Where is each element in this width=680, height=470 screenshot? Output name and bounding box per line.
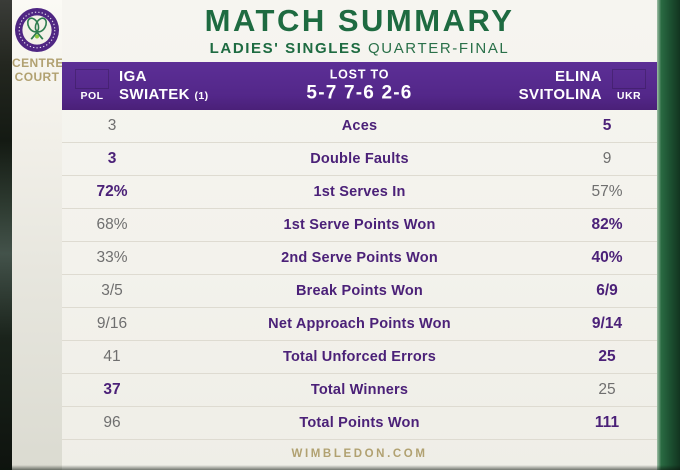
result-label: LOST TO <box>329 67 390 82</box>
event-label: LADIES' SINGLES <box>209 39 363 57</box>
venue-line2: COURT <box>14 70 60 85</box>
stat-value-left: 3/5 <box>101 281 123 299</box>
stat-label: Net Approach Points Won <box>268 315 451 332</box>
stat-value-right: 6/9 <box>596 281 618 299</box>
poland-flag-icon <box>75 69 109 90</box>
stat-value-right: 40% <box>591 248 623 266</box>
match-summary-card: MATCH SUMMARY LADIES' SINGLES QUARTER-FI… <box>62 0 657 470</box>
blurred-video-edge <box>0 0 12 470</box>
table-row: 3/5 Break Points Won 6/9 <box>62 275 657 308</box>
stat-label: Total Winners <box>310 381 409 398</box>
round-label: QUARTER-FINAL <box>368 39 510 57</box>
stat-value-right: 25 <box>598 380 616 398</box>
stats-table: 3 Aces 5 3 Double Faults 9 72% 1st Serve… <box>62 110 657 440</box>
table-row: 33% 2nd Serve Points Won 40% <box>62 242 657 275</box>
player-left-country: POL <box>80 90 104 103</box>
stat-value-left: 41 <box>103 347 121 365</box>
stat-label: Total Unforced Errors <box>283 348 436 365</box>
court-background-edge <box>657 0 680 470</box>
players-bar: POL IGA SWIATEK (1) LOST TO 5-7 7-6 2-6 … <box>62 61 657 110</box>
table-row: 41 Total Unforced Errors 25 <box>62 341 657 374</box>
table-row: 9/16 Net Approach Points Won 9/14 <box>62 308 657 341</box>
stat-value-right: 9/14 <box>591 314 623 332</box>
table-row: 68% 1st Serve Points Won 82% <box>62 209 657 242</box>
table-row: 72% 1st Serves In 57% <box>62 176 657 209</box>
stat-label: 1st Serves In <box>313 183 406 200</box>
stat-value-left: 9/16 <box>96 314 128 332</box>
table-row: 37 Total Winners 25 <box>62 374 657 407</box>
stat-value-left: 72% <box>96 182 128 200</box>
stat-label: Double Faults <box>310 150 409 167</box>
stat-value-right: 82% <box>591 215 623 233</box>
stat-label: Break Points Won <box>295 282 423 299</box>
player-right-name: ELINA SVITOLINA <box>519 68 602 104</box>
venue-line1: CENTRE <box>12 56 64 70</box>
player-left-flag-block: POL <box>74 69 110 102</box>
table-row: 96 Total Points Won 111 <box>62 407 657 440</box>
stat-value-right: 111 <box>594 413 620 431</box>
footer: WIMBLEDON.COM <box>62 440 657 469</box>
stat-label: Aces <box>341 117 378 134</box>
player-left-last-name: SWIATEK <box>119 85 190 103</box>
stat-label: 2nd Serve Points Won <box>281 249 438 266</box>
stat-value-right: 5 <box>602 116 612 134</box>
stat-value-left: 3 <box>107 149 117 167</box>
venue-label: CENTRE COURT <box>12 56 64 85</box>
match-result-block: LOST TO 5-7 7-6 2-6 <box>250 67 470 104</box>
page-title: MATCH SUMMARY <box>204 3 515 38</box>
stat-value-right: 25 <box>598 347 616 365</box>
player-left-name: IGA SWIATEK (1) <box>119 68 208 104</box>
stat-label: Total Points Won <box>299 414 420 431</box>
stat-value-right: 57% <box>591 182 623 200</box>
page-subtitle: LADIES' SINGLES QUARTER-FINAL <box>62 40 657 57</box>
player-left-first-name: IGA <box>119 67 147 85</box>
table-row: 3 Double Faults 9 <box>62 143 657 176</box>
venue-sidebar: CENTRE COURT <box>12 0 64 470</box>
card-bottom-shadow <box>0 465 680 470</box>
player-right-last-name: SVITOLINA <box>518 85 602 103</box>
website-url: WIMBLEDON.COM <box>291 448 428 461</box>
ukraine-flag-icon <box>612 69 646 90</box>
player-right-country: UKR <box>616 90 642 103</box>
table-row: 3 Aces 5 <box>62 110 657 143</box>
header: MATCH SUMMARY LADIES' SINGLES QUARTER-FI… <box>62 0 657 57</box>
player-left-last-name-line: SWIATEK (1) <box>119 86 208 104</box>
stat-value-left: 96 <box>103 413 121 431</box>
player-right-flag-block: UKR <box>611 69 647 102</box>
player-right-block: ELINA SVITOLINA UKR <box>519 68 657 104</box>
stat-value-right: 9 <box>602 149 612 167</box>
stat-value-left: 37 <box>103 380 121 398</box>
stat-label: 1st Serve Points Won <box>283 216 436 233</box>
player-left-block: POL IGA SWIATEK (1) <box>62 68 208 104</box>
stat-value-left: 3 <box>107 116 117 134</box>
stat-value-left: 33% <box>96 248 128 266</box>
match-score: 5-7 7-6 2-6 <box>306 82 413 104</box>
player-left-seed: (1) <box>194 89 209 102</box>
wimbledon-crest-icon <box>14 7 60 53</box>
stat-value-left: 68% <box>96 215 128 233</box>
player-right-first-name: ELINA <box>555 67 602 85</box>
